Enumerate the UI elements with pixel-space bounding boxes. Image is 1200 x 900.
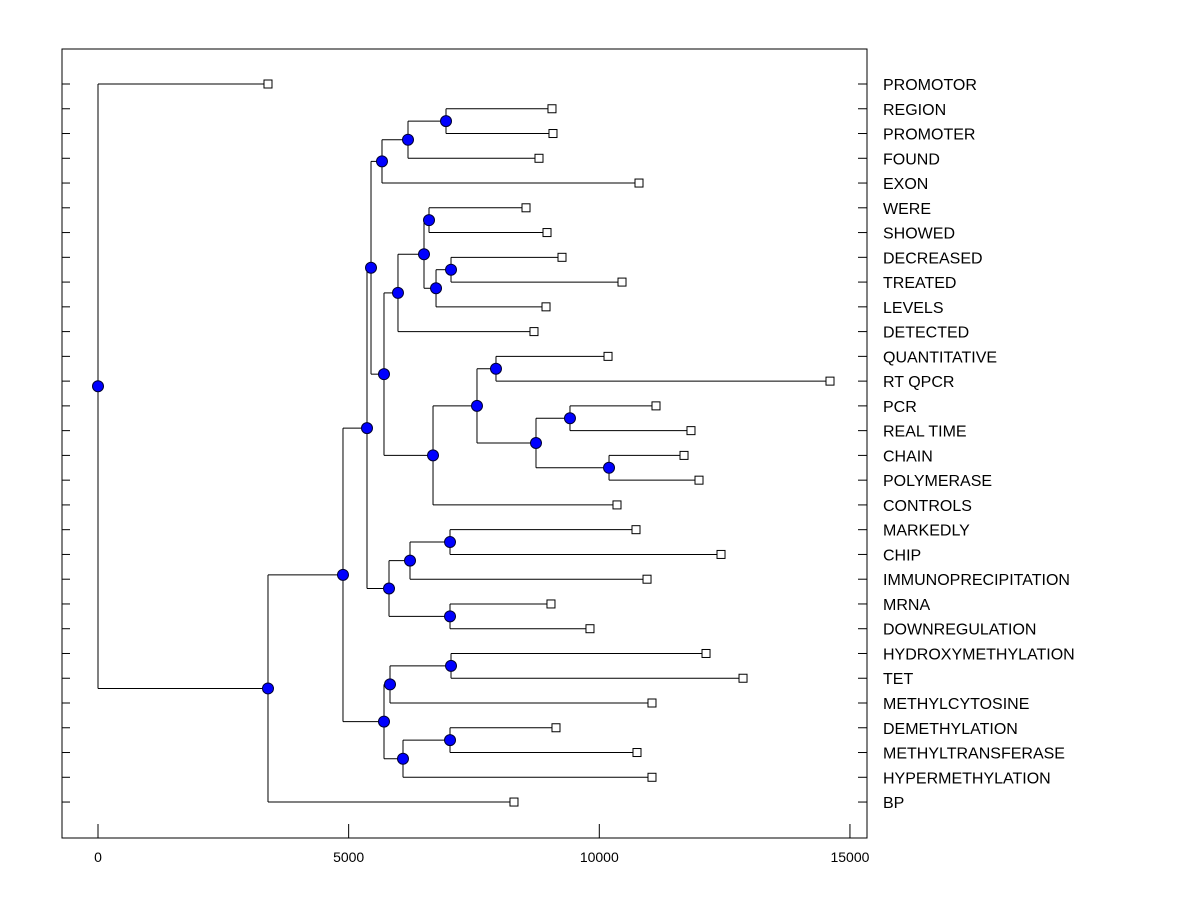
cluster-node bbox=[470, 399, 483, 412]
leaf-marker bbox=[509, 797, 519, 807]
x-tick-label: 5000 bbox=[333, 849, 364, 865]
leaf-marker bbox=[551, 723, 561, 733]
leaf-label: SHOWED bbox=[883, 226, 955, 243]
leaf-label: METHYLTRANSFERASE bbox=[883, 746, 1065, 763]
cluster-node bbox=[417, 248, 430, 261]
dendrogram-nodes bbox=[92, 79, 835, 807]
leaf-marker bbox=[521, 203, 531, 213]
leaf-label: REAL TIME bbox=[883, 424, 967, 441]
leaf-label: REGION bbox=[883, 102, 946, 119]
x-tick-label: 15000 bbox=[830, 849, 869, 865]
leaf-labels: PROMOTOR REGION PROMOTER FOUND EXON WERE SHOWE… bbox=[883, 77, 1075, 812]
leaf-label: IMMUNOPRECIPITATION bbox=[883, 572, 1070, 589]
leaf-marker bbox=[651, 401, 661, 411]
cluster-node bbox=[383, 582, 396, 595]
cluster-node bbox=[445, 659, 458, 672]
leaf-marker bbox=[738, 673, 748, 683]
cluster-node bbox=[529, 437, 542, 450]
leaf-marker bbox=[546, 599, 556, 609]
leaf-marker bbox=[825, 376, 835, 386]
leaf-label: PROMOTOR bbox=[883, 77, 977, 94]
leaf-marker bbox=[534, 153, 544, 163]
cluster-node bbox=[444, 610, 457, 623]
cluster-node bbox=[365, 261, 378, 274]
leaf-label: QUANTITATIVE bbox=[883, 349, 997, 366]
leaf-label: METHYLCYTOSINE bbox=[883, 696, 1029, 713]
cluster-node bbox=[489, 362, 502, 375]
leaf-marker bbox=[529, 327, 539, 337]
leaf-marker bbox=[547, 104, 557, 114]
leaf-marker bbox=[612, 500, 622, 510]
cluster-node bbox=[444, 734, 457, 747]
cluster-node bbox=[375, 155, 388, 168]
leaf-label: DEMETHYLATION bbox=[883, 721, 1018, 738]
leaf-label: BP bbox=[883, 795, 904, 812]
cluster-node bbox=[360, 422, 373, 435]
x-tick-labels: 0 5000 10000 15000 bbox=[94, 849, 870, 865]
leaf-marker bbox=[647, 698, 657, 708]
leaf-label: MARKEDLY bbox=[883, 523, 970, 540]
leaf-marker bbox=[631, 525, 641, 535]
leaf-marker bbox=[647, 772, 657, 782]
x-tick-label: 0 bbox=[94, 849, 102, 865]
leaf-label: DETECTED bbox=[883, 325, 969, 342]
cluster-node bbox=[430, 282, 443, 295]
leaf-marker bbox=[642, 574, 652, 584]
cluster-node bbox=[563, 412, 576, 425]
cluster-node bbox=[444, 536, 457, 549]
leaf-marker bbox=[541, 302, 551, 312]
leaf-label: PCR bbox=[883, 399, 917, 416]
cluster-node bbox=[336, 568, 349, 581]
leaf-marker bbox=[548, 129, 558, 139]
leaf-label: PROMOTER bbox=[883, 127, 975, 144]
leaf-label: FOUND bbox=[883, 151, 940, 168]
cluster-node bbox=[427, 449, 440, 462]
cluster-node bbox=[423, 214, 436, 227]
leaf-marker bbox=[603, 351, 613, 361]
leaf-marker bbox=[701, 648, 711, 658]
leaf-marker bbox=[557, 252, 567, 262]
leaf-marker bbox=[634, 178, 644, 188]
leaf-label: TET bbox=[883, 671, 913, 688]
cluster-node bbox=[261, 682, 274, 695]
leaf-marker bbox=[632, 748, 642, 758]
leaf-marker bbox=[694, 475, 704, 485]
leaf-label: POLYMERASE bbox=[883, 473, 992, 490]
leaf-marker bbox=[542, 228, 552, 238]
leaf-marker bbox=[617, 277, 627, 287]
x-tick-label: 10000 bbox=[580, 849, 619, 865]
leaf-marker bbox=[263, 79, 273, 89]
leaf-label: CHAIN bbox=[883, 448, 933, 465]
leaf-marker bbox=[686, 426, 696, 436]
cluster-node bbox=[396, 752, 409, 765]
leaf-label: EXON bbox=[883, 176, 928, 193]
cluster-node bbox=[92, 380, 104, 393]
leaf-marker bbox=[679, 450, 689, 460]
leaf-label: LEVELS bbox=[883, 300, 943, 317]
leaf-label: HYDROXYMETHYLATION bbox=[883, 646, 1075, 663]
cluster-node bbox=[402, 133, 415, 146]
cluster-node bbox=[377, 715, 390, 728]
leaf-marker bbox=[585, 624, 595, 634]
leaf-marker bbox=[716, 549, 726, 559]
axis-ticks bbox=[62, 83, 867, 838]
leaf-label: RT QPCR bbox=[883, 374, 954, 391]
leaf-label: CONTROLS bbox=[883, 498, 972, 515]
cluster-node bbox=[404, 554, 417, 567]
leaf-label: DOWNREGULATION bbox=[883, 622, 1036, 639]
cluster-node bbox=[603, 461, 616, 474]
cluster-node bbox=[384, 678, 397, 691]
leaf-label: DECREASED bbox=[883, 250, 983, 267]
leaf-label: WERE bbox=[883, 201, 931, 218]
leaf-label: CHIP bbox=[883, 547, 921, 564]
cluster-node bbox=[445, 263, 458, 276]
cluster-node bbox=[391, 286, 404, 299]
leaf-label: HYPERMETHYLATION bbox=[883, 770, 1051, 787]
plot-area bbox=[61, 48, 868, 839]
cluster-node bbox=[440, 115, 453, 128]
leaf-label: TREATED bbox=[883, 275, 956, 292]
cluster-node bbox=[377, 368, 390, 381]
leaf-label: MRNA bbox=[883, 597, 930, 614]
